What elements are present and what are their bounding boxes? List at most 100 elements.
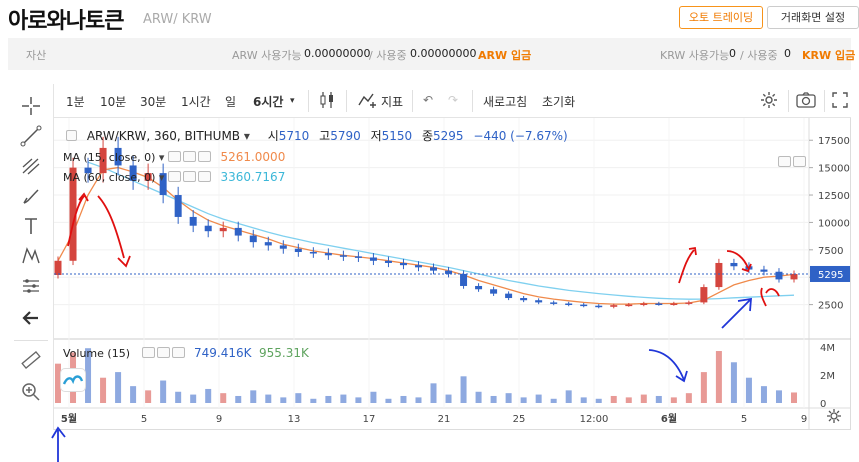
tradingview-logo-icon <box>60 368 86 392</box>
volume-bar <box>430 383 437 403</box>
krw-inuse-value: 0 <box>784 47 791 60</box>
refresh-button[interactable]: 새로고침 <box>483 95 528 109</box>
trend-line-icon[interactable] <box>15 122 47 150</box>
interval-1m[interactable]: 1분 <box>66 95 85 109</box>
volume-bar <box>535 394 542 403</box>
close-label: 종 <box>421 129 434 143</box>
ma15-legend[interactable]: MA (15, close, 0) ▾ 5261.0000 <box>63 150 286 164</box>
fib-tool-icon[interactable] <box>15 152 47 180</box>
krw-deposit-link[interactable]: KRW 입금 <box>802 49 856 62</box>
candle-body <box>54 260 62 276</box>
ma60-line <box>87 161 795 300</box>
settings-icon[interactable] <box>182 171 196 182</box>
asset-bar: 자산 ARW 사용가능 0.00000000 / 사용중 0.00000000 … <box>8 38 855 70</box>
interval-day[interactable]: 일 <box>225 95 237 109</box>
maximize-pane-icon[interactable] <box>793 156 806 167</box>
collapse-legend-icon[interactable] <box>66 130 77 141</box>
zoom-in-icon[interactable] <box>15 378 47 406</box>
brush-icon[interactable] <box>15 182 47 210</box>
volume-bar <box>775 390 782 403</box>
volume-bar <box>370 391 377 403</box>
volume-bar <box>115 372 122 403</box>
time-tick-label: 9 <box>801 414 807 425</box>
volume-bar <box>730 362 737 403</box>
volume-value: 749.416K <box>194 346 252 360</box>
time-tick-label: 21 <box>438 414 451 425</box>
ma15-value: 5261.0000 <box>220 150 286 164</box>
interval-1h[interactable]: 1시간 <box>181 95 211 109</box>
interval-dropdown-icon[interactable]: ▾ <box>290 96 295 106</box>
price-tick-label: 12500 <box>818 191 850 202</box>
volume-bar <box>550 398 557 403</box>
volume-ma-value: 955.31K <box>259 346 309 360</box>
remove-icon[interactable] <box>171 347 185 358</box>
high-value: 5790 <box>330 129 361 143</box>
interval-30m[interactable]: 30분 <box>140 95 167 109</box>
measure-tool-icon[interactable] <box>15 272 47 300</box>
camera-icon[interactable] <box>796 92 816 111</box>
back-arrow-icon[interactable] <box>15 304 47 332</box>
volume-bar <box>385 398 392 403</box>
volume-bar <box>565 390 572 403</box>
ruler-icon[interactable] <box>15 346 47 374</box>
eye-icon[interactable] <box>167 151 181 162</box>
candle-body <box>655 303 663 306</box>
interval-6h[interactable]: 6시간 <box>253 95 284 109</box>
volume-legend[interactable]: Volume (15) 749.416K 955.31K <box>63 346 309 360</box>
volume-bar <box>505 393 512 403</box>
volume-bar <box>415 397 422 403</box>
pane-controls[interactable] <box>778 151 808 170</box>
crosshair-icon[interactable] <box>15 92 47 120</box>
time-tick-label: 13 <box>288 414 301 425</box>
candle-type-icon[interactable] <box>319 90 335 113</box>
eye-icon[interactable] <box>141 347 155 358</box>
volume-bar <box>130 386 137 403</box>
low-value: 5150 <box>381 129 413 143</box>
candle-body <box>189 216 197 226</box>
arw-deposit-link[interactable]: ARW 입금 <box>478 49 532 62</box>
text-tool-icon[interactable] <box>15 212 47 240</box>
symbol-legend[interactable]: ARW/KRW, 360, BITHUMB ▾ 시5710 고5790 저515… <box>66 127 568 144</box>
toolbar-divider <box>412 90 413 112</box>
collapse-pane-icon[interactable] <box>778 156 791 167</box>
volume-bar <box>100 377 107 403</box>
auto-trading-button[interactable]: 오토 트레이딩 <box>679 6 763 29</box>
indicator-button[interactable]: 지표 <box>381 95 404 109</box>
candle-body <box>264 242 272 246</box>
candle-body <box>384 260 392 263</box>
settings-icon[interactable] <box>182 151 196 162</box>
redo-icon[interactable]: ↷ <box>448 93 459 107</box>
hand-drawn-annotations <box>67 192 780 307</box>
volume-bar <box>490 395 497 403</box>
candle-body <box>715 262 723 288</box>
time-tick-label: 5월 <box>61 413 77 425</box>
price-tick-label: 7500 <box>818 246 843 257</box>
reset-button[interactable]: 초기화 <box>542 95 576 109</box>
ma60-legend[interactable]: MA (60, close, 0) ▾ 3360.7167 <box>63 170 286 184</box>
settings-gear-icon[interactable] <box>760 91 778 112</box>
drawing-toolbar <box>8 84 54 430</box>
candle-body <box>129 165 137 181</box>
axis-settings-icon[interactable] <box>827 409 841 423</box>
interval-10m[interactable]: 10분 <box>100 95 127 109</box>
candle-body <box>294 248 302 253</box>
settings-icon[interactable] <box>156 347 170 358</box>
candle-body <box>670 303 678 306</box>
volume-bar <box>595 398 602 403</box>
candle-body <box>369 257 377 261</box>
pattern-tool-icon[interactable] <box>15 242 47 270</box>
indicator-icon[interactable] <box>358 91 378 112</box>
tools-divider <box>14 340 48 341</box>
remove-icon[interactable] <box>197 171 211 182</box>
candle-body <box>324 253 332 256</box>
candle-body <box>685 302 693 304</box>
undo-icon[interactable]: ↶ <box>423 93 434 107</box>
volume-bar <box>445 394 452 403</box>
remove-icon[interactable] <box>197 151 211 162</box>
expand-icon[interactable] <box>832 92 848 111</box>
volume-bar <box>250 390 257 403</box>
eye-icon[interactable] <box>167 171 181 182</box>
screen-settings-button[interactable]: 거래화면 설정 <box>767 6 859 29</box>
candle-body <box>219 227 227 232</box>
